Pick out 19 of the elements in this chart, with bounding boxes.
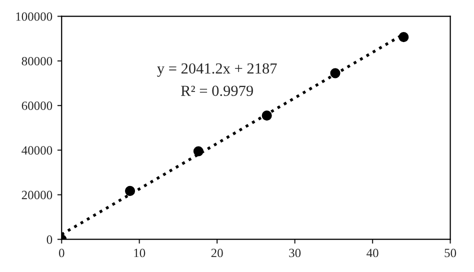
- x-tick-label: 0: [58, 248, 64, 258]
- x-tick-label: 10: [134, 248, 146, 258]
- point: [193, 146, 204, 156]
- point: [262, 110, 272, 121]
- y-tick-label: 20000: [22, 190, 52, 200]
- x-tick-label: 20: [211, 248, 223, 258]
- point: [398, 32, 409, 42]
- x-tick-label: 50: [444, 248, 456, 258]
- y-tick-label: 100000: [16, 12, 52, 21]
- point: [124, 186, 136, 196]
- point: [330, 68, 340, 78]
- y-tick-label: 80000: [22, 56, 52, 66]
- annotation: y = 2041.2x + 2187: [157, 63, 277, 77]
- x-tick-label: 30: [289, 248, 301, 258]
- y-tick-label: 0: [46, 235, 52, 244]
- y-tick-label: 60000: [22, 102, 52, 110]
- y-tick-label: 40000: [22, 146, 52, 155]
- annotation: R² = 0.9979: [181, 86, 253, 96]
- x-tick-label: 40: [366, 248, 378, 258]
